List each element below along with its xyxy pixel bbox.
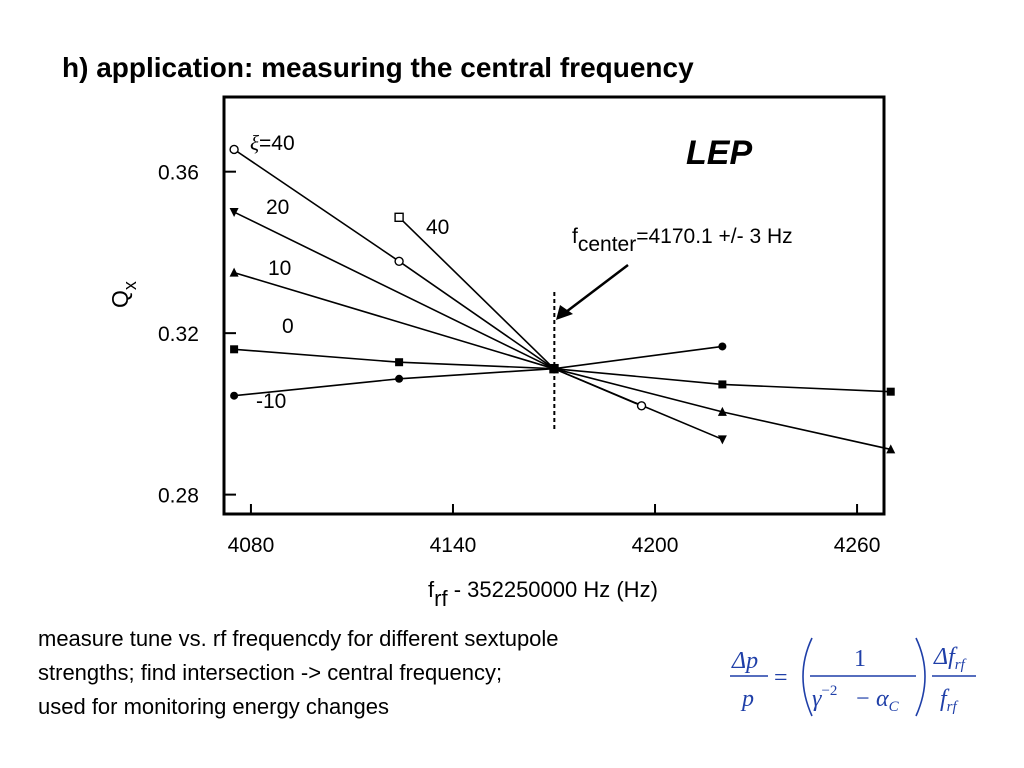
data-point — [886, 387, 895, 396]
x-tick-label: 4080 — [228, 534, 275, 557]
intersection-point — [549, 364, 559, 374]
series-line — [233, 148, 642, 407]
data-point — [229, 144, 239, 155]
formula-left-paren — [802, 637, 813, 717]
series-label-text: 10 — [268, 257, 291, 280]
plot-frame — [222, 95, 886, 516]
slide-title: h) application: measuring the central fr… — [62, 52, 694, 83]
series-label: 40 — [426, 216, 449, 239]
series-line — [233, 271, 891, 451]
series-label-text: 20 — [266, 196, 289, 219]
series-label-text: 0 — [282, 315, 294, 338]
y-axis-label-sub: x — [120, 281, 140, 290]
formula-gamma-exponent: −2 — [821, 683, 837, 699]
svg-text:Qx: Qx — [107, 281, 140, 308]
data-point — [395, 374, 404, 383]
plot-border — [222, 95, 886, 516]
formula-lhs-denominator: p — [740, 686, 754, 712]
formula-right-paren — [915, 637, 926, 717]
series-label: ξ=40 — [250, 131, 295, 155]
series-label: 10 — [268, 257, 291, 280]
series-line — [234, 345, 723, 397]
formula-minus: − — [856, 686, 870, 712]
series-label: 20 — [266, 196, 289, 219]
data-point — [636, 401, 647, 411]
data-point — [717, 406, 727, 416]
formula-rhs-num-subscript: rf — [955, 657, 967, 673]
y-axis-label: Qx — [107, 281, 140, 308]
formula-equals: = — [774, 665, 788, 691]
caption-text: measure tune vs. rf frequencdy for diffe… — [38, 622, 559, 724]
series-label: 0 — [282, 315, 294, 338]
series-label: -10 — [256, 390, 286, 413]
x-tick-label: 4140 — [430, 534, 477, 557]
data-point — [718, 342, 727, 351]
y-axis-label-q: Q — [107, 290, 133, 308]
data-point — [229, 208, 239, 218]
formula-rhs-den-subscript: rf — [947, 699, 959, 715]
y-tick-label: 0.36 — [158, 162, 199, 185]
data-point — [886, 444, 896, 454]
data-point — [230, 345, 239, 354]
data-point — [395, 358, 404, 367]
formula-inner-numerator: 1 — [854, 646, 866, 672]
series-labels: ξ=40 40 20 10 0 -10 — [250, 131, 449, 413]
data-point — [229, 267, 239, 277]
formula-alpha: αC — [876, 686, 900, 715]
series-label-symbol: ξ — [250, 131, 259, 155]
formula-rhs-numerator: Δfrf — [933, 644, 967, 673]
formula-rhs-delta-f: Δf — [933, 644, 958, 670]
x-tick-label: 4200 — [632, 534, 679, 557]
axis-ticks: 0.28 0.32 0.36 4080 4140 4200 4260 — [158, 162, 880, 557]
annotation-arrow — [556, 264, 629, 320]
series-label-text: =40 — [259, 132, 295, 155]
series-label-text: -10 — [256, 390, 286, 413]
data-point — [394, 256, 404, 266]
series-markers — [229, 144, 896, 454]
chart-title-lep: LEP — [686, 134, 752, 172]
data-point — [230, 391, 239, 400]
series-lines — [233, 148, 891, 451]
caption-line: measure tune vs. rf frequencdy for diffe… — [38, 626, 559, 651]
x-axis-label-f: f — [428, 577, 435, 602]
caption-line: strengths; find intersection -> central … — [38, 660, 503, 685]
center-annotation-value: =4170.1 +/- 3 Hz — [636, 225, 792, 248]
momentum-deviation-formula: Δp p = 1 γ−2 − αC Δfrf frf — [728, 630, 1008, 720]
center-annotation: fcenter=4170.1 +/- 3 Hz — [572, 225, 793, 256]
formula-lhs-numerator: Δp — [731, 648, 758, 674]
data-point — [394, 212, 404, 222]
formula-rhs-f: f — [940, 686, 950, 712]
formula-gamma: γ−2 — [812, 683, 837, 712]
formula-rhs-denominator: frf — [940, 686, 959, 715]
series-label-text: 40 — [426, 216, 449, 239]
caption-line: used for monitoring energy changes — [38, 694, 389, 719]
series-line — [398, 216, 555, 370]
x-axis-label: frf - 352250000 Hz (Hz) — [428, 577, 658, 611]
data-point — [717, 435, 727, 445]
formula-alpha-symbol: α — [876, 686, 889, 712]
y-tick-label: 0.28 — [158, 485, 199, 508]
x-axis-label-sub: rf — [434, 586, 448, 611]
formula-gamma-symbol: γ — [812, 686, 822, 712]
x-tick-label: 4260 — [834, 534, 881, 557]
center-annotation-sub: center — [578, 233, 636, 256]
x-axis-label-rest: - 352250000 Hz (Hz) — [448, 577, 658, 602]
formula-alpha-subscript: C — [889, 699, 900, 715]
y-tick-label: 0.32 — [158, 323, 199, 346]
center-annotation-f: f — [572, 225, 578, 248]
data-point — [718, 380, 727, 389]
